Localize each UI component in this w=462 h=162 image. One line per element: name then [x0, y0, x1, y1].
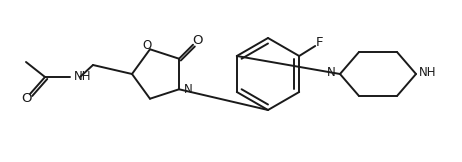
- Text: O: O: [21, 93, 31, 105]
- Text: O: O: [142, 39, 152, 52]
- Text: N: N: [327, 66, 336, 80]
- Text: N: N: [184, 83, 193, 96]
- Text: NH: NH: [419, 66, 437, 80]
- Text: NH: NH: [74, 69, 91, 82]
- Text: O: O: [192, 34, 202, 47]
- Text: F: F: [316, 36, 323, 50]
